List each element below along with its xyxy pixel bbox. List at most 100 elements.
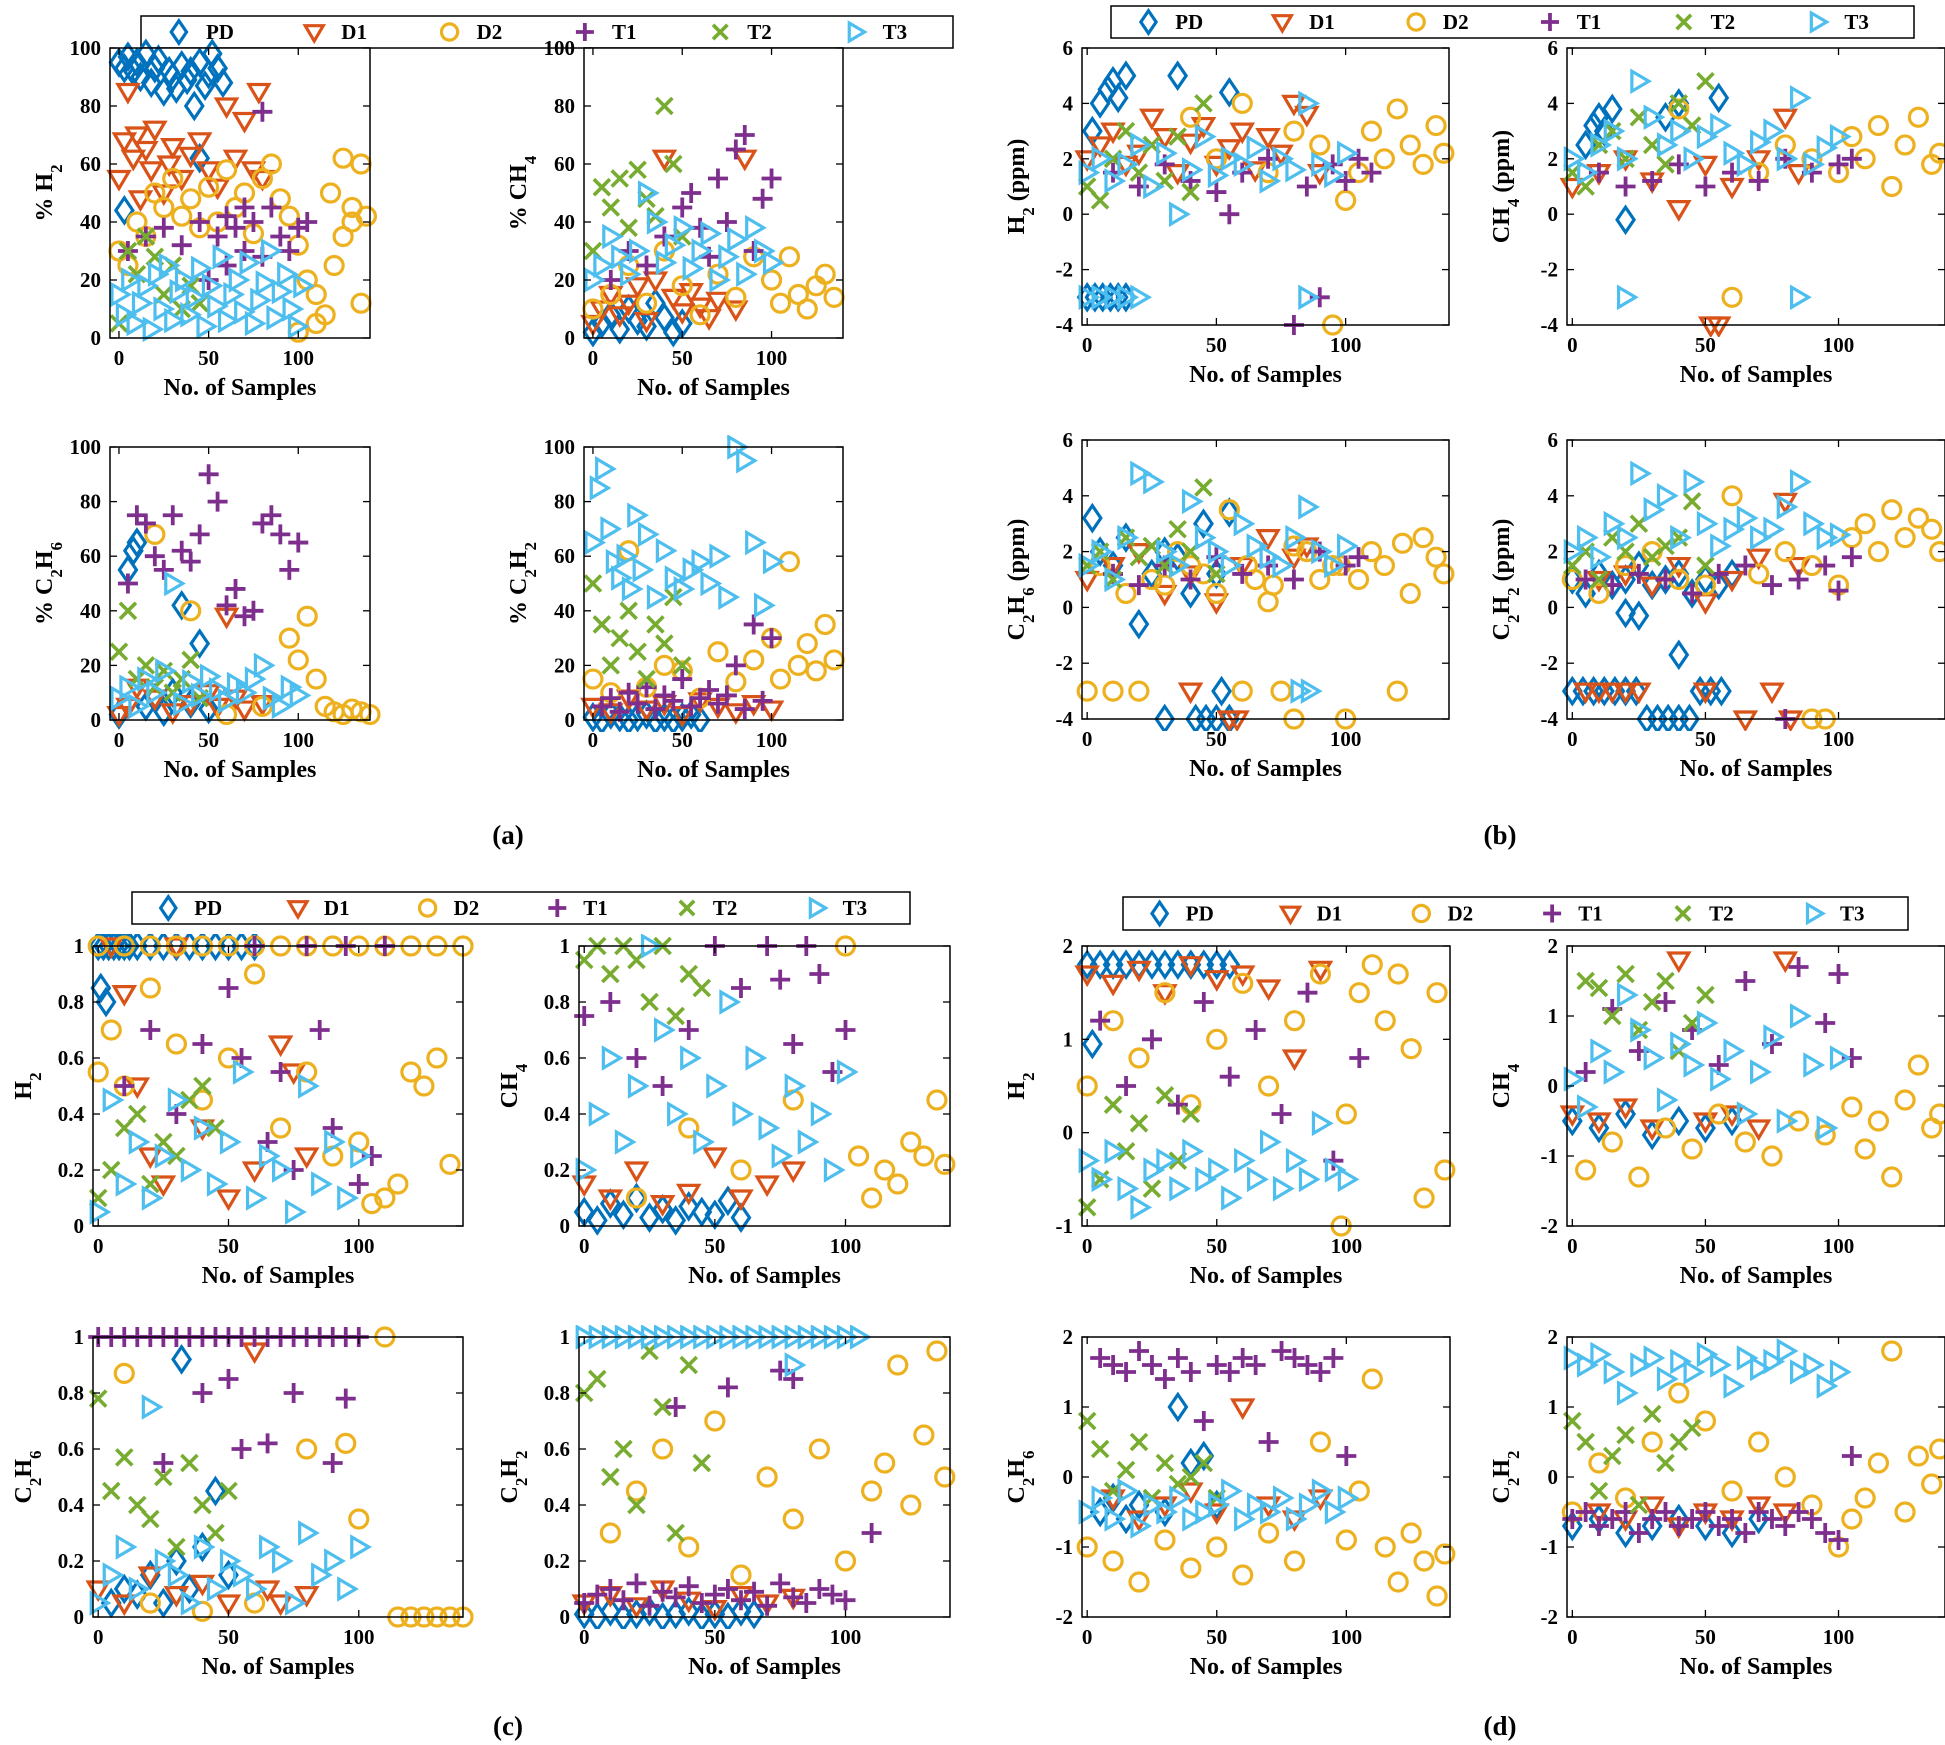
data-point-t3	[637, 180, 660, 206]
data-point-t3	[1220, 552, 1243, 579]
data-point-d2	[1387, 1571, 1409, 1593]
data-point-d2	[215, 159, 238, 181]
series-d1	[1559, 951, 1799, 1142]
data-point-t1	[1245, 1020, 1266, 1040]
data-point-d2	[1668, 98, 1690, 120]
legend-label-d2: D2	[454, 896, 480, 920]
data-points	[1559, 68, 1945, 337]
legend-item-d1: D1	[286, 896, 350, 921]
data-point-d2	[599, 1522, 621, 1544]
data-point-d1	[1229, 122, 1256, 145]
data-point-t3	[682, 255, 705, 282]
y-tick-label: 0	[565, 326, 576, 350]
legend-label-t2: T2	[1709, 902, 1734, 926]
data-point-d2	[144, 523, 166, 545]
data-point-t2	[628, 642, 647, 662]
data-point-t3	[1337, 140, 1359, 167]
data-point-d2	[139, 1592, 161, 1614]
data-point-t3	[1194, 123, 1217, 150]
axes-frame	[109, 446, 371, 721]
data-point-t1	[270, 226, 291, 247]
x-tick-label: 0	[1567, 333, 1578, 357]
data-point-t2	[1602, 1006, 1622, 1026]
data-point-d1	[1612, 682, 1639, 705]
data-point-d2	[913, 1145, 935, 1167]
data-point-t2	[163, 683, 183, 702]
data-point-d2	[1654, 1117, 1677, 1139]
y-tick-label: 20	[554, 268, 575, 292]
data-point-t3	[167, 1562, 190, 1588]
series-t1	[114, 936, 395, 1194]
data-point-t3	[167, 1087, 190, 1113]
data-point-t1	[743, 241, 764, 261]
data-point-d2	[1283, 535, 1305, 557]
series-d2	[599, 1340, 956, 1586]
data-point-t1	[1735, 971, 1756, 991]
data-point-d2	[1309, 963, 1332, 985]
data-point-t3	[1803, 1352, 1826, 1378]
data-point-pd	[1193, 1440, 1215, 1472]
data-point-d1	[137, 1566, 164, 1589]
data-point-d1	[1692, 1112, 1719, 1135]
data-point-d2	[1102, 1550, 1124, 1572]
axes-frame	[583, 47, 844, 339]
data-point-d1	[1178, 1482, 1204, 1505]
data-point-t3	[1078, 1499, 1101, 1525]
x-tick-label: 100	[1823, 1234, 1855, 1258]
data-points	[571, 934, 956, 1236]
data-point-d2	[1867, 1452, 1890, 1474]
data-point-t1	[734, 699, 755, 720]
legend-box	[1122, 896, 1909, 931]
data-point-d2	[387, 1173, 409, 1195]
data-point-d1	[1719, 570, 1745, 593]
data-point-t3	[1143, 173, 1165, 200]
data-point-t1	[717, 1579, 738, 1599]
y-tick-label: 0	[560, 1214, 571, 1238]
y-tick-label: 0	[1063, 1465, 1074, 1489]
x-tick-label: 0	[1082, 1625, 1093, 1649]
data-point-t3	[1630, 1352, 1653, 1378]
data-point-d1	[1772, 108, 1799, 131]
plot-area	[93, 1337, 463, 1617]
legend-label-t2: T2	[747, 20, 772, 44]
data-point-t1	[752, 690, 773, 711]
data-point-t3	[158, 252, 181, 279]
data-point-t1	[725, 139, 746, 160]
data-point-d2	[1309, 568, 1331, 591]
data-point-t2	[666, 1523, 685, 1543]
data-point-t2	[692, 1453, 712, 1473]
data-point-t3	[745, 1045, 768, 1071]
data-point-t3	[1156, 538, 1178, 565]
data-point-d1	[1745, 150, 1772, 172]
data-point-d2	[348, 1508, 370, 1530]
data-point-t3	[1247, 1492, 1269, 1518]
data-point-t3	[1616, 146, 1639, 172]
data-point-t1	[270, 524, 291, 545]
x-tick-label: 50	[672, 728, 693, 752]
data-point-d1	[163, 937, 190, 960]
x-tick-label: 50	[672, 346, 693, 370]
data-points	[106, 38, 378, 343]
data-point-d2	[1399, 582, 1421, 605]
data-point-t3	[1577, 1094, 1599, 1120]
data-point-d2	[725, 286, 747, 308]
data-point-d2	[1076, 1536, 1098, 1558]
data-point-t3	[1763, 1024, 1786, 1050]
data-point-pd	[586, 1205, 608, 1236]
data-point-t3	[1776, 146, 1799, 172]
data-point-t3	[1182, 1506, 1205, 1532]
y-tick-label: 4	[1548, 484, 1559, 508]
data-point-t3	[128, 1129, 151, 1155]
data-point-t3	[1696, 510, 1719, 537]
data-point-t3	[350, 1143, 372, 1169]
data-point-t3	[1563, 1066, 1586, 1092]
data-point-t3	[185, 284, 208, 311]
data-point-t3	[1207, 162, 1230, 189]
data-point-t1	[1219, 1066, 1240, 1087]
data-point-pd	[244, 934, 265, 962]
data-point-t1	[678, 1020, 699, 1040]
data-point-t3	[119, 674, 142, 701]
data-point-d2	[1374, 1010, 1396, 1032]
data-point-t3	[1143, 469, 1165, 495]
data-point-d1	[204, 178, 231, 201]
